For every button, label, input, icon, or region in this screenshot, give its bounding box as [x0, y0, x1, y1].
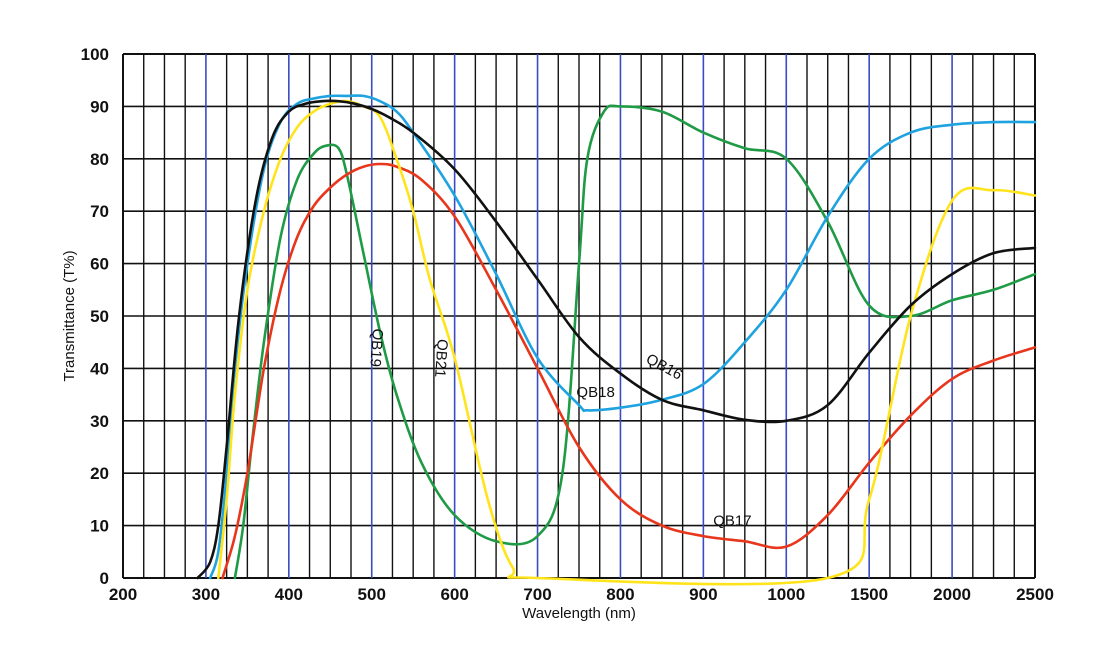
y-tick-label: 60 [90, 255, 109, 274]
y-tick-label: 0 [100, 569, 109, 588]
curve-label-qb21: QB21 [431, 338, 451, 377]
series-line-qb18 [208, 94, 1037, 580]
curve-label-qb17: QB17 [713, 513, 751, 530]
series-line-qb21 [217, 99, 1037, 586]
y-tick-label: 100 [81, 45, 109, 64]
tick-labels: 200 300 400 500 600 700 800 900 1000 1500 2000 2500… [81, 45, 1054, 604]
y-axis-label: Transmittance (T%) [61, 250, 78, 381]
y-tick-label: 50 [90, 307, 109, 326]
series-curves [196, 94, 1037, 586]
y-tick-label: 70 [90, 202, 109, 221]
y-tick-label: 20 [90, 464, 109, 483]
y-tick-label: 90 [90, 97, 109, 116]
curve-label-qb16: QB16 [643, 351, 685, 384]
curve-label-qb18: QB18 [576, 384, 614, 401]
x-tick-label: 2000 [933, 585, 971, 604]
y-tick-label: 80 [90, 150, 109, 169]
x-tick-label: 900 [689, 585, 717, 604]
curve-label-qb19: QB19 [366, 328, 386, 367]
x-tick-label: 1000 [767, 585, 805, 604]
y-tick-label: 30 [90, 412, 109, 431]
x-tick-label: 400 [275, 585, 303, 604]
y-tick-label: 40 [90, 359, 109, 378]
series-line-qb17 [221, 162, 1037, 580]
curve-labels: QB16 QB17 QB18 QB19 QB21 [366, 328, 751, 530]
x-tick-label: 700 [523, 585, 551, 604]
x-tick-label: 200 [109, 585, 137, 604]
x-tick-label: 800 [606, 585, 634, 604]
x-axis-label: Wavelength (nm) [522, 605, 636, 622]
x-tick-label: 500 [358, 585, 386, 604]
y-tick-label: 10 [90, 517, 109, 536]
x-tick-label: 600 [440, 585, 468, 604]
series-line-qb19 [233, 104, 1037, 580]
x-tick-label: 300 [192, 585, 220, 604]
x-tick-label: 2500 [1016, 585, 1054, 604]
series-line-qb16 [196, 99, 1037, 580]
x-tick-label: 1500 [850, 585, 888, 604]
